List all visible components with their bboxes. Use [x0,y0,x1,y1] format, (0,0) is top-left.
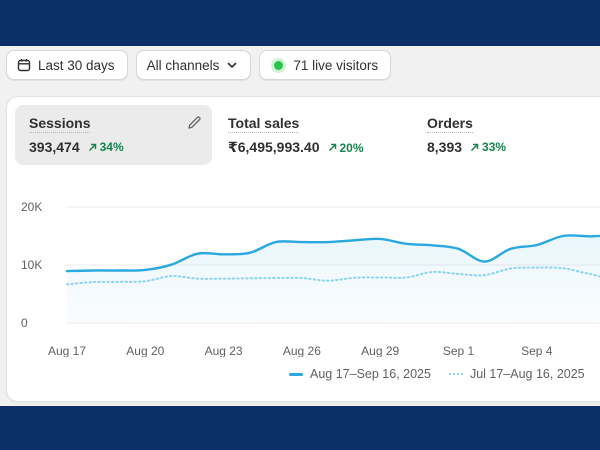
y-tick-label: 10K [21,258,42,272]
calendar-icon [17,58,31,72]
metric-delta-value: 34% [99,140,124,154]
date-range-label: Last 30 days [38,57,115,73]
x-tick-label: Aug 17 [48,344,86,357]
metric-delta-value: 33% [482,140,507,154]
x-tick-label: Aug 20 [126,344,164,357]
metric-delta: 33% [470,140,506,154]
y-tick-label: 0 [21,316,28,330]
metric-value: 393,474 [29,139,80,155]
chart-legend: Aug 17–Sep 16, 2025 Jul 17–Aug 16, 2025 [289,367,585,381]
series-line-previous [66,266,600,286]
legend-swatch-dotted [448,373,463,375]
series-area-current [67,235,600,323]
chevron-down-icon [226,59,238,71]
x-tick-label: Sep 4 [521,344,553,357]
live-visitors-label: 71 live visitors [293,57,379,73]
filter-bar: Last 30 days All channels 71 live visito… [6,50,392,80]
legend-item-current[interactable]: Aug 17–Sep 16, 2025 [289,367,431,381]
metric-delta-value: 20% [339,140,364,155]
legend-label-previous: Jul 17–Aug 16, 2025 [469,367,585,381]
x-tick-label: Aug 29 [361,344,399,357]
metric-tabs: Sessions 393,474 34% [15,105,600,165]
metric-delta: 20% [328,141,364,155]
pencil-icon[interactable] [187,115,202,130]
metric-tab-total-sales[interactable]: Total sales ₹6,495,993.40 20% [214,105,410,165]
channels-label: All channels [146,57,220,73]
metric-tab-orders[interactable]: Orders 8,393 33% [413,105,600,165]
metrics-card: Sessions 393,474 34% [6,96,600,402]
date-range-button[interactable]: Last 30 days [6,50,128,80]
legend-swatch-solid [289,372,303,376]
arrow-up-right-icon [88,143,96,151]
arrow-up-right-icon [328,143,336,152]
metric-delta: 34% [88,140,124,154]
y-tick-label: 20K [21,200,42,214]
metric-tab-sessions[interactable]: Sessions 393,474 34% [15,105,212,165]
metric-label: Orders [427,115,473,133]
legend-label-current: Aug 17–Sep 16, 2025 [310,367,431,381]
live-visitors-button[interactable]: 71 live visitors [259,50,392,80]
metric-label: Total sales [228,115,300,133]
metric-value: ₹6,495,993.40 [228,139,320,155]
x-tick-label: Aug 23 [205,344,243,357]
arrow-up-right-icon [471,143,479,151]
metric-label: Sessions [29,115,91,133]
series-line-current [65,234,600,273]
channels-dropdown[interactable]: All channels [135,50,252,80]
sessions-line-chart: 20K 10K 0 Aug 17 Aug 20 Aug 23 Aug 26 Aug 29 Sep… [21,200,600,357]
x-tick-label: Aug 26 [283,344,321,357]
analytics-panel: Last 30 days All channels 71 live visito… [0,46,600,406]
metric-value: 8,393 [427,139,463,155]
x-tick-label: Sep 1 [443,344,475,357]
legend-item-previous[interactable]: Jul 17–Aug 16, 2025 [448,367,585,381]
live-status-dot [274,60,284,70]
